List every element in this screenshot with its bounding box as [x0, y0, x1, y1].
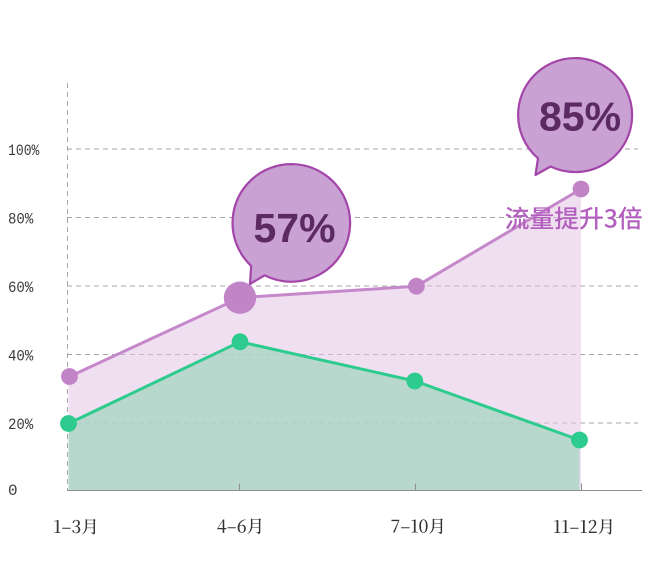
svg-text:100%: 100%: [8, 142, 40, 160]
svg-text:60%: 60%: [8, 279, 34, 297]
svg-text:0: 0: [8, 482, 18, 500]
svg-text:85%: 85%: [539, 94, 621, 140]
svg-text:40%: 40%: [8, 348, 34, 366]
svg-text:80%: 80%: [8, 211, 34, 229]
svg-text:20%: 20%: [8, 416, 34, 434]
svg-text:57%: 57%: [253, 205, 335, 251]
